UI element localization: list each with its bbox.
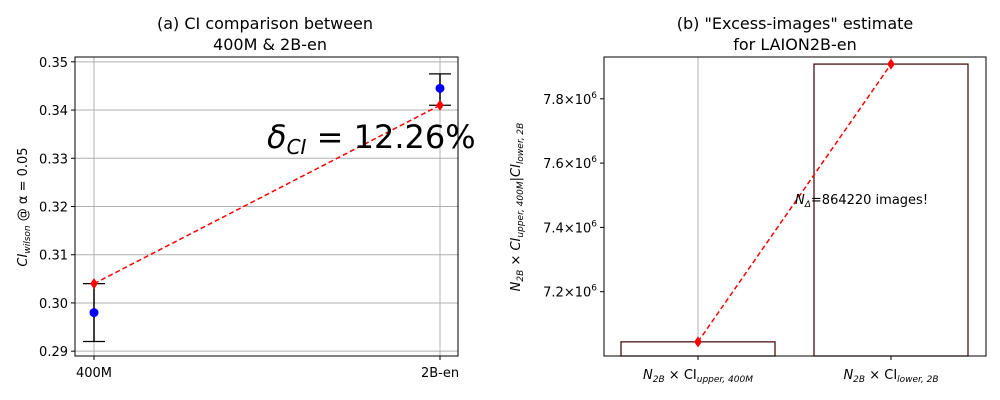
- chart-a-annotation: δCI = 12.26%: [267, 118, 476, 159]
- chart-a-frame: [74, 56, 459, 357]
- chart-b-x-tick-label: N2B × CIlower, 2B: [843, 368, 938, 385]
- chart-a: (a) CI comparison between 400M & 2B-en 0…: [16, 14, 476, 381]
- chart-b-y-tick-label: 7.6×106: [543, 155, 597, 172]
- chart-a-bound-marker: [436, 99, 444, 111]
- chart-a-y-tick-label: 0.34: [39, 104, 68, 119]
- chart-b-value-marker: [694, 336, 702, 348]
- chart-a-x-tick-label: 400M: [76, 366, 112, 381]
- chart-b-x-ticks: N2B × CIupper, 400M N2B × CIlower, 2B: [643, 356, 939, 385]
- chart-b-frame: [603, 56, 987, 357]
- chart-b-trend-line: [697, 63, 892, 343]
- chart-a-x-ticks: 400M 2B-en: [76, 356, 459, 381]
- chart-b-annotation: NΔ=864220 images!: [795, 193, 928, 210]
- chart-a-center-point: [89, 308, 99, 318]
- chart-a-y-tick-label: 0.31: [39, 249, 68, 264]
- chart-a-bounds-line: [93, 104, 441, 285]
- chart-b: (b) "Excess-images" estimate for LAION2B…: [509, 14, 987, 385]
- chart-b-marks: [694, 58, 895, 348]
- chart-a-grid: [75, 57, 458, 356]
- chart-b-y-tick-label: 7.2×106: [543, 284, 597, 301]
- chart-b-y-tick-label: 7.4×106: [543, 219, 597, 236]
- chart-a-bound-marker: [90, 278, 98, 290]
- chart-a-title-line2: 400M & 2B-en: [213, 35, 327, 54]
- chart-b-bars: [620, 63, 969, 357]
- chart-b-bar: [813, 63, 969, 357]
- chart-a-y-tick-label: 0.33: [39, 152, 68, 167]
- chart-b-y-label: N2B × CIupper, 400M|CIlower, 2B: [509, 123, 526, 292]
- chart-b-title-line2: for LAION2B-en: [733, 35, 857, 54]
- chart-a-marks: [83, 73, 451, 343]
- chart-b-value-marker: [887, 58, 895, 70]
- chart-a-y-tick-label: 0.32: [39, 201, 68, 216]
- chart-a-y-ticks: 0.29 0.30 0.31 0.32 0.33 0.34 0.35: [39, 56, 75, 360]
- chart-a-center-point: [435, 83, 445, 93]
- chart-a-x-tick-label: 2B-en: [421, 366, 459, 381]
- chart-b-y-ticks: 7.2×106 7.4×106 7.6×106 7.8×106: [543, 91, 604, 301]
- chart-a-y-label: CIwilson @ α = 0.05: [16, 147, 33, 266]
- chart-a-y-tick-label: 0.35: [39, 56, 68, 71]
- chart-b-x-tick-label: N2B × CIupper, 400M: [643, 368, 753, 385]
- chart-b-y-tick-label: 7.8×106: [543, 91, 597, 108]
- chart-a-title-line1: (a) CI comparison between: [157, 14, 373, 33]
- chart-b-title-line1: (b) "Excess-images" estimate: [677, 14, 914, 33]
- chart-a-y-tick-label: 0.30: [39, 297, 68, 312]
- chart-a-y-tick-label: 0.29: [39, 345, 68, 360]
